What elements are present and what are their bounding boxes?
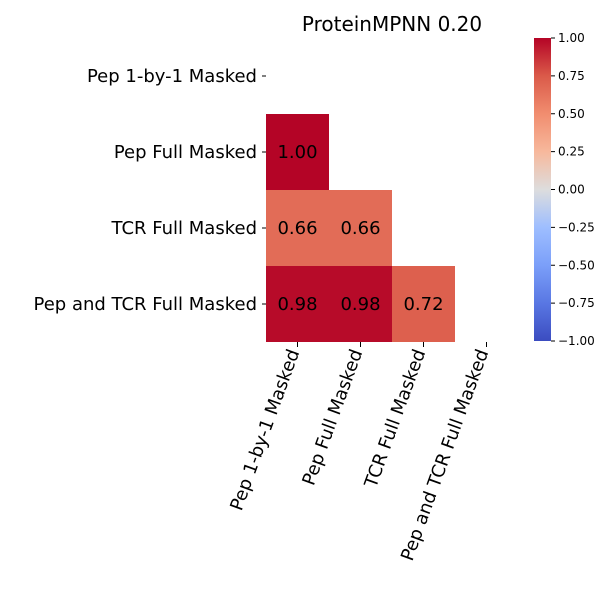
heatmap-cell-labels: 1.00 0.66 0.66 0.98 0.98 0.72 [277,142,443,315]
colorbar-tick-label: −0.25 [558,220,595,234]
heatmap-cell-value: 1.00 [277,142,317,163]
colorbar-tick-label: 0.50 [558,107,585,121]
heatmap-cell [266,114,329,190]
heatmap-cell [329,266,392,342]
colorbar: 1.00 0.75 0.50 0.25 0.00 −0.25 −0.50 −0.75 −1.00 [534,31,595,348]
colorbar-tick-label: 0.00 [558,183,585,197]
colorbar-tick-label: 0.75 [558,69,585,83]
colorbar-ticks: 1.00 0.75 0.50 0.25 0.00 −0.25 −0.50 −0.75 −1.00 [551,31,595,348]
colorbar-tick-label: −0.50 [558,258,595,272]
colorbar-gradient [534,38,551,341]
heatmap-cell [266,266,329,342]
heatmap-cell-value: 0.72 [403,294,443,315]
colorbar-tick-label: 0.25 [558,145,585,159]
row-label: Pep and TCR Full Masked [34,294,257,315]
heatmap-cell [329,190,392,266]
colorbar-tick-label: 1.00 [558,31,585,45]
row-axis: Pep 1-by-1 Masked Pep Full Masked TCR Full… [34,66,266,315]
heatmap-cell [266,190,329,266]
heatmap-cells [266,114,455,342]
heatmap-cell [392,266,455,342]
heatmap-cell-value: 0.98 [340,294,380,315]
row-label: Pep 1-by-1 Masked [87,66,257,87]
heatmap-cell-value: 0.66 [340,218,380,239]
colorbar-tick-label: −0.75 [558,296,595,310]
col-label: TCR Full Masked [360,347,430,492]
col-label: Pep 1-by-1 Masked [226,347,304,514]
colorbar-tick-label: −1.00 [558,334,595,348]
heatmap-cell-value: 0.98 [277,294,317,315]
col-label: Pep Full Masked [299,347,368,489]
chart-title: ProteinMPNN 0.20 [302,12,482,36]
heatmap-cell-value: 0.66 [277,218,317,239]
row-label: TCR Full Masked [111,218,257,239]
row-label: Pep Full Masked [114,142,257,163]
